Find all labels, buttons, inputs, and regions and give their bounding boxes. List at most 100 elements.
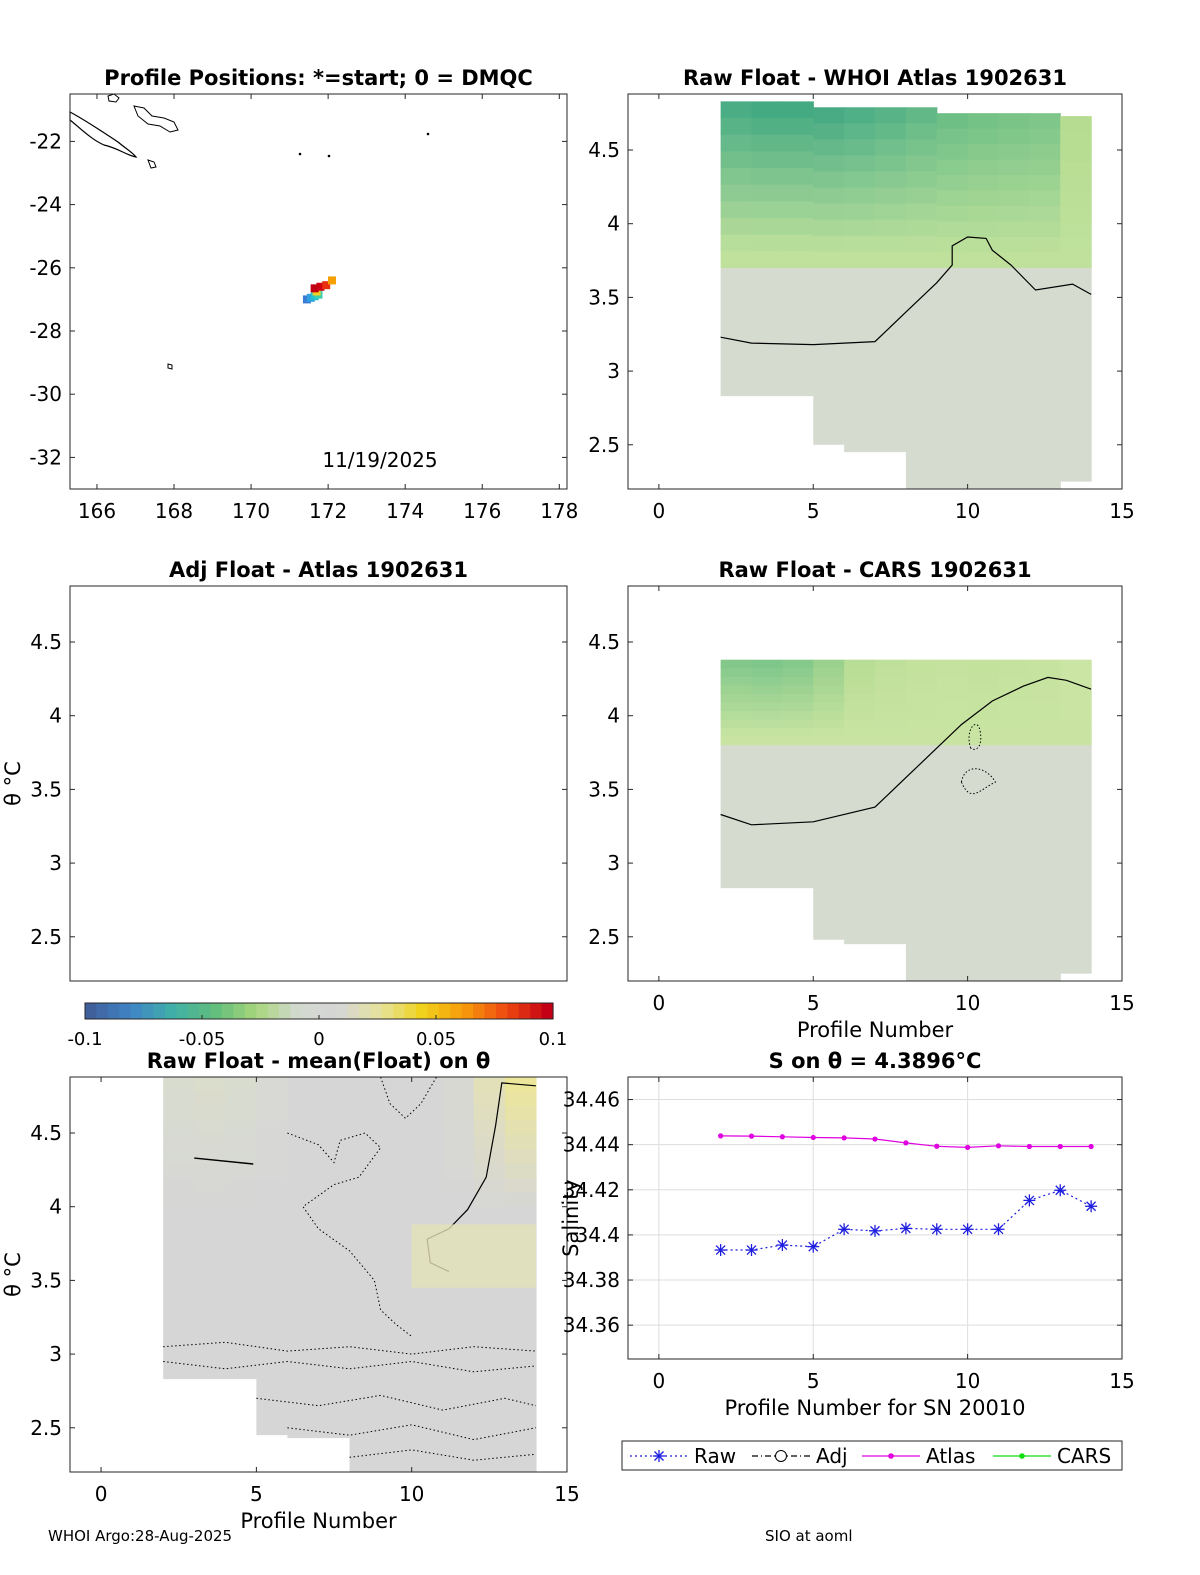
heatmap-cell (1029, 668, 1061, 678)
x-tick-label: 0 (653, 499, 666, 523)
heatmap-cell (194, 1120, 226, 1136)
heatmap-cell (318, 1178, 351, 1194)
heatmap-cell (751, 676, 783, 686)
heatmap-cell (720, 167, 753, 186)
heatmap-cell (782, 151, 814, 169)
heatmap-cell (998, 221, 1030, 238)
heatmap-cell (844, 171, 876, 189)
heatmap-cell (163, 1192, 195, 1208)
islet (426, 132, 430, 136)
colorbar-swatch (313, 1003, 326, 1019)
heatmap-cell (287, 1105, 320, 1121)
heatmap-body (720, 659, 1092, 981)
colorbar-tick-label: -0.05 (179, 1029, 226, 1050)
y-tick-label: 34.44 (563, 1133, 620, 1157)
point-atlas (748, 1133, 755, 1139)
heatmap-cell (875, 668, 907, 678)
heatmap-cell (504, 1149, 537, 1165)
raw-cars-chart: 0 5 10 15 2.5 3 3.5 4 4.5 Raw Float - CARS 190263… (588, 558, 1135, 1042)
heatmap-cell (504, 1178, 537, 1194)
heatmap-cell (318, 1149, 351, 1165)
colorbar-swatch (256, 1003, 269, 1019)
heatmap-cell (905, 203, 938, 221)
heatmap-cell (287, 1163, 320, 1179)
heatmap-cell (349, 1149, 382, 1165)
axes-box (627, 1076, 1123, 1360)
heatmap-cell (473, 1206, 506, 1223)
heatmap-cell (720, 710, 753, 721)
heatmap-cell (380, 1178, 413, 1194)
heatmap-cell (844, 710, 876, 721)
heatmap-cell (936, 113, 969, 130)
heatmap-cell (163, 1163, 195, 1179)
x-axis-label: Profile Number (240, 1509, 397, 1533)
heatmap-cell (751, 702, 783, 712)
colorbar-swatch (473, 1003, 486, 1019)
heatmap-cell (998, 659, 1030, 669)
heatmap-cell (473, 1091, 506, 1107)
heatmap-cell (225, 1077, 257, 1093)
heatmap-cell (380, 1221, 413, 1472)
heatmap-cell (194, 1149, 226, 1165)
heatmap-cell (967, 236, 1000, 254)
colorbar-swatch (370, 1003, 383, 1019)
y-axis-label: θ °C (1, 761, 25, 806)
heatmap-cell (1060, 207, 1092, 223)
heatmap-cell (936, 676, 969, 686)
heatmap-cell (875, 235, 907, 253)
heatmap-cell (504, 1105, 537, 1121)
heatmap-cell (905, 123, 938, 140)
heatmap-cell (813, 139, 845, 157)
heatmap-cell (844, 235, 876, 253)
heatmap-cell (998, 676, 1030, 686)
heatmap-cell (967, 221, 1000, 238)
heatmap-cell (875, 187, 907, 205)
y-tick-label: 3 (607, 851, 620, 875)
x-tick-label: 15 (1109, 1369, 1134, 1393)
salinity-legend: Raw Adj Atlas CARS (621, 1440, 1123, 1471)
heatmap-cell (875, 736, 907, 746)
point-raw (930, 1223, 943, 1236)
heatmap-cell (287, 1149, 320, 1165)
heatmap-cell (782, 728, 814, 738)
legend-marker (1019, 1453, 1025, 1459)
heatmap-cell (967, 267, 1000, 489)
heatmap-cell (905, 728, 938, 738)
heatmap-cell (1029, 702, 1061, 712)
heatmap-cell (751, 728, 783, 738)
heatmap-cell (318, 1091, 351, 1107)
heatmap-cell (998, 267, 1030, 489)
heatmap-cell (380, 1149, 413, 1165)
heatmap-cell (844, 107, 876, 124)
colorbar-swatch (233, 1003, 246, 1019)
heatmap-cell (844, 251, 876, 269)
heatmap-cell (967, 736, 1000, 746)
x-tick-label: 5 (250, 1482, 263, 1506)
island (147, 159, 157, 169)
heatmap-cell (163, 1091, 195, 1107)
colorbar-tick-label: 0 (313, 1029, 324, 1050)
heatmap-cell (967, 685, 1000, 695)
heatmap-cell (720, 719, 753, 729)
colorbar-swatch (301, 1003, 314, 1019)
island (107, 93, 120, 103)
heatmap-cell (473, 1077, 506, 1093)
chart-title: Profile Positions: *=start; 0 = DMQC (104, 66, 533, 90)
heatmap-cell (1060, 745, 1092, 974)
y-tick-label: 3.5 (30, 777, 62, 801)
heatmap-cell (287, 1178, 320, 1194)
point-atlas (872, 1136, 878, 1142)
point-raw (1085, 1200, 1098, 1213)
heatmap-cell (411, 1134, 444, 1150)
point-raw (899, 1222, 912, 1235)
colorbar-swatch (221, 1003, 234, 1019)
heatmap-cell (905, 702, 938, 712)
y-tick-label: 2.5 (588, 433, 620, 457)
y-tick-label: 3 (607, 359, 620, 383)
profile-marker (310, 284, 319, 293)
x-tick-label: 5 (807, 1369, 820, 1393)
salinity-chart: 0 5 10 15 34.36 34.38 34.4 34.42 34.44 34.46 S on … (559, 1049, 1135, 1420)
heatmap-cell (905, 139, 938, 157)
point-atlas (903, 1140, 909, 1146)
